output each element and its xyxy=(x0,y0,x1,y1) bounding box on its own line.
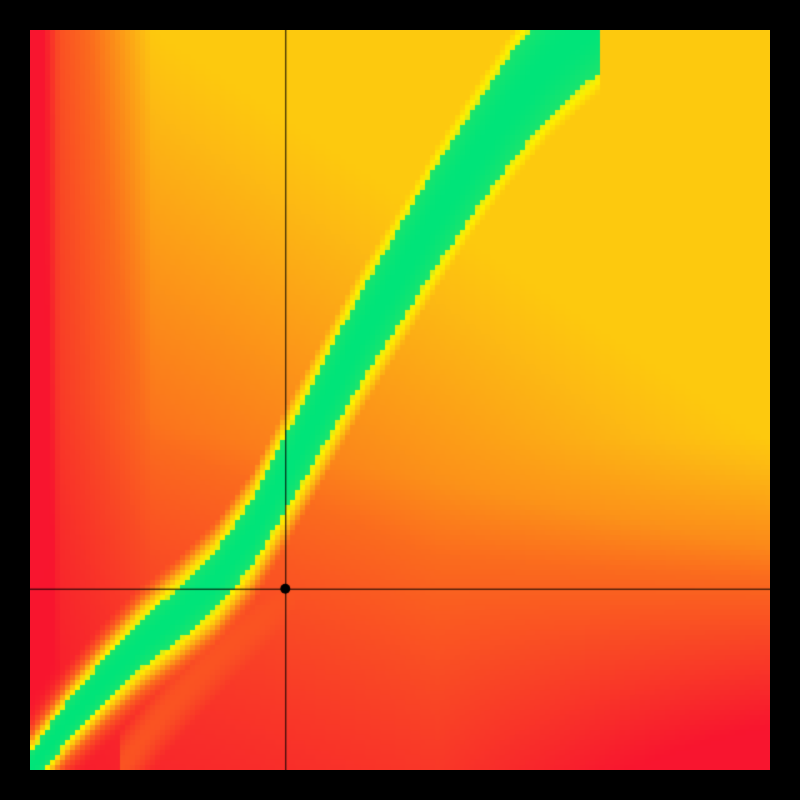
frame-top xyxy=(0,0,800,30)
frame-left xyxy=(0,0,30,800)
frame-right xyxy=(770,0,800,800)
bottleneck-heatmap xyxy=(30,30,770,770)
frame-bottom xyxy=(0,770,800,800)
chart-container: TheBottleneck.com xyxy=(0,0,800,800)
